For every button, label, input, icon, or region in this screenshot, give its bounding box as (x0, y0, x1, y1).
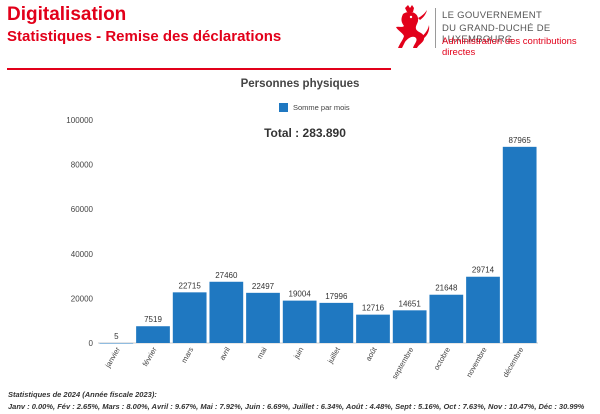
y-tick-label: 40000 (71, 250, 94, 259)
government-name-line1: LE GOUVERNEMENT (442, 10, 543, 21)
chart-legend: Somme par mois (279, 103, 350, 112)
x-tick-label: février (141, 345, 159, 368)
government-name-line2: DU GRAND-DUCHÉ DE LUXEMBOURG (442, 23, 551, 45)
data-label: 14651 (399, 299, 422, 308)
data-label: 21648 (435, 284, 458, 293)
administration-name: Administration des contributions directe… (442, 36, 577, 58)
bar (429, 294, 464, 343)
bar (356, 314, 390, 343)
header-divider (7, 68, 391, 70)
chart-title: Personnes physiques (240, 78, 360, 90)
x-tick-label: août (364, 345, 380, 363)
data-label: 27460 (215, 271, 238, 280)
x-tick-label: juin (291, 346, 305, 361)
y-tick-label: 0 (89, 339, 94, 348)
x-tick-label: janvier (103, 345, 123, 370)
data-label: 29714 (472, 266, 495, 275)
data-label: 87965 (509, 136, 532, 145)
x-tick-label: novembre (464, 346, 488, 379)
red-lion-logo-icon (396, 5, 430, 48)
bar (209, 281, 244, 343)
bar (172, 292, 207, 343)
data-label: 7519 (144, 315, 162, 324)
bar (502, 146, 537, 343)
bar (99, 342, 134, 344)
footnote-title: Statistiques de 2024 (Année fiscale 2023… (8, 390, 157, 399)
chart-total-annotation: Total : 283.890 (264, 126, 346, 140)
bar (246, 292, 280, 343)
data-label: 17996 (325, 292, 348, 301)
x-tick-label: décembre (501, 346, 525, 379)
x-tick-label: avril (217, 345, 232, 362)
bar (136, 326, 170, 343)
data-label: 5 (114, 332, 119, 341)
y-tick-label: 60000 (71, 205, 94, 214)
bar (282, 300, 317, 343)
y-tick-label: 100000 (66, 116, 93, 125)
legend-swatch (279, 103, 288, 112)
x-tick-label: octobre (432, 346, 452, 372)
bar (392, 310, 427, 343)
data-label: 19004 (289, 290, 312, 299)
data-label: 12716 (362, 304, 385, 313)
bar (466, 276, 500, 343)
government-divider (435, 8, 436, 48)
bar (319, 302, 354, 343)
page-subtitle: Statistiques - Remise des déclarations (7, 28, 282, 45)
x-tick-label: mars (179, 345, 195, 364)
y-tick-label: 80000 (71, 161, 94, 170)
data-label: 22497 (252, 282, 275, 291)
data-label: 22715 (179, 281, 202, 290)
y-tick-label: 20000 (71, 294, 94, 303)
x-tick-label: mai (255, 345, 269, 360)
legend-label: Somme par mois (293, 103, 350, 112)
footnote-percentages: Janv : 0.00%, Fév : 2.65%, Mars : 8.00%,… (8, 402, 585, 411)
x-tick-label: juillet (325, 345, 342, 366)
x-tick-label: septembre (390, 346, 416, 381)
page-title: Digitalisation (7, 4, 127, 25)
